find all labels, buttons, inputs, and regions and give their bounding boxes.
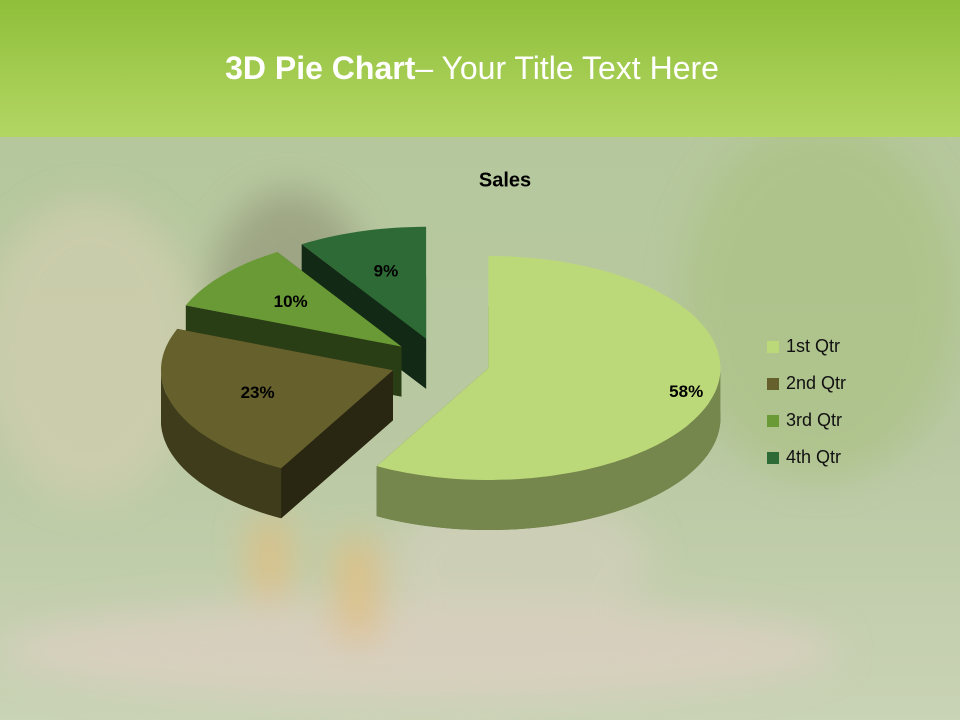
legend-label: 3rd Qtr	[786, 410, 842, 430]
pie: 9% 10% 23% 58%	[161, 226, 721, 530]
data-label: 9%	[374, 262, 399, 281]
legend-swatch	[767, 341, 779, 353]
slide-title: 3D Pie Chart– Your Title Text Here	[225, 50, 719, 86]
legend-label: 2nd Qtr	[786, 373, 846, 393]
title-rest: – Your Title Text Here	[415, 50, 719, 86]
slice	[185, 252, 402, 347]
data-label: 58%	[669, 382, 703, 401]
legend-label: 4th Qtr	[786, 447, 841, 467]
header-band	[0, 0, 960, 137]
slice	[376, 256, 721, 480]
chart-title: Sales	[479, 169, 531, 191]
data-label: 23%	[241, 383, 275, 402]
slice-wall	[376, 368, 721, 530]
data-label: 10%	[274, 292, 308, 311]
title-bold: 3D Pie Chart	[225, 50, 416, 86]
slice-wall	[161, 370, 282, 519]
legend-swatch	[767, 378, 779, 390]
slice	[301, 226, 427, 339]
slice	[161, 328, 393, 469]
legend-swatch	[767, 415, 779, 427]
legend-swatch	[767, 452, 779, 464]
legend-label: 1st Qtr	[786, 336, 840, 356]
legend: 1st Qtr 2nd Qtr 3rd Qtr 4th Qtr	[767, 336, 846, 467]
